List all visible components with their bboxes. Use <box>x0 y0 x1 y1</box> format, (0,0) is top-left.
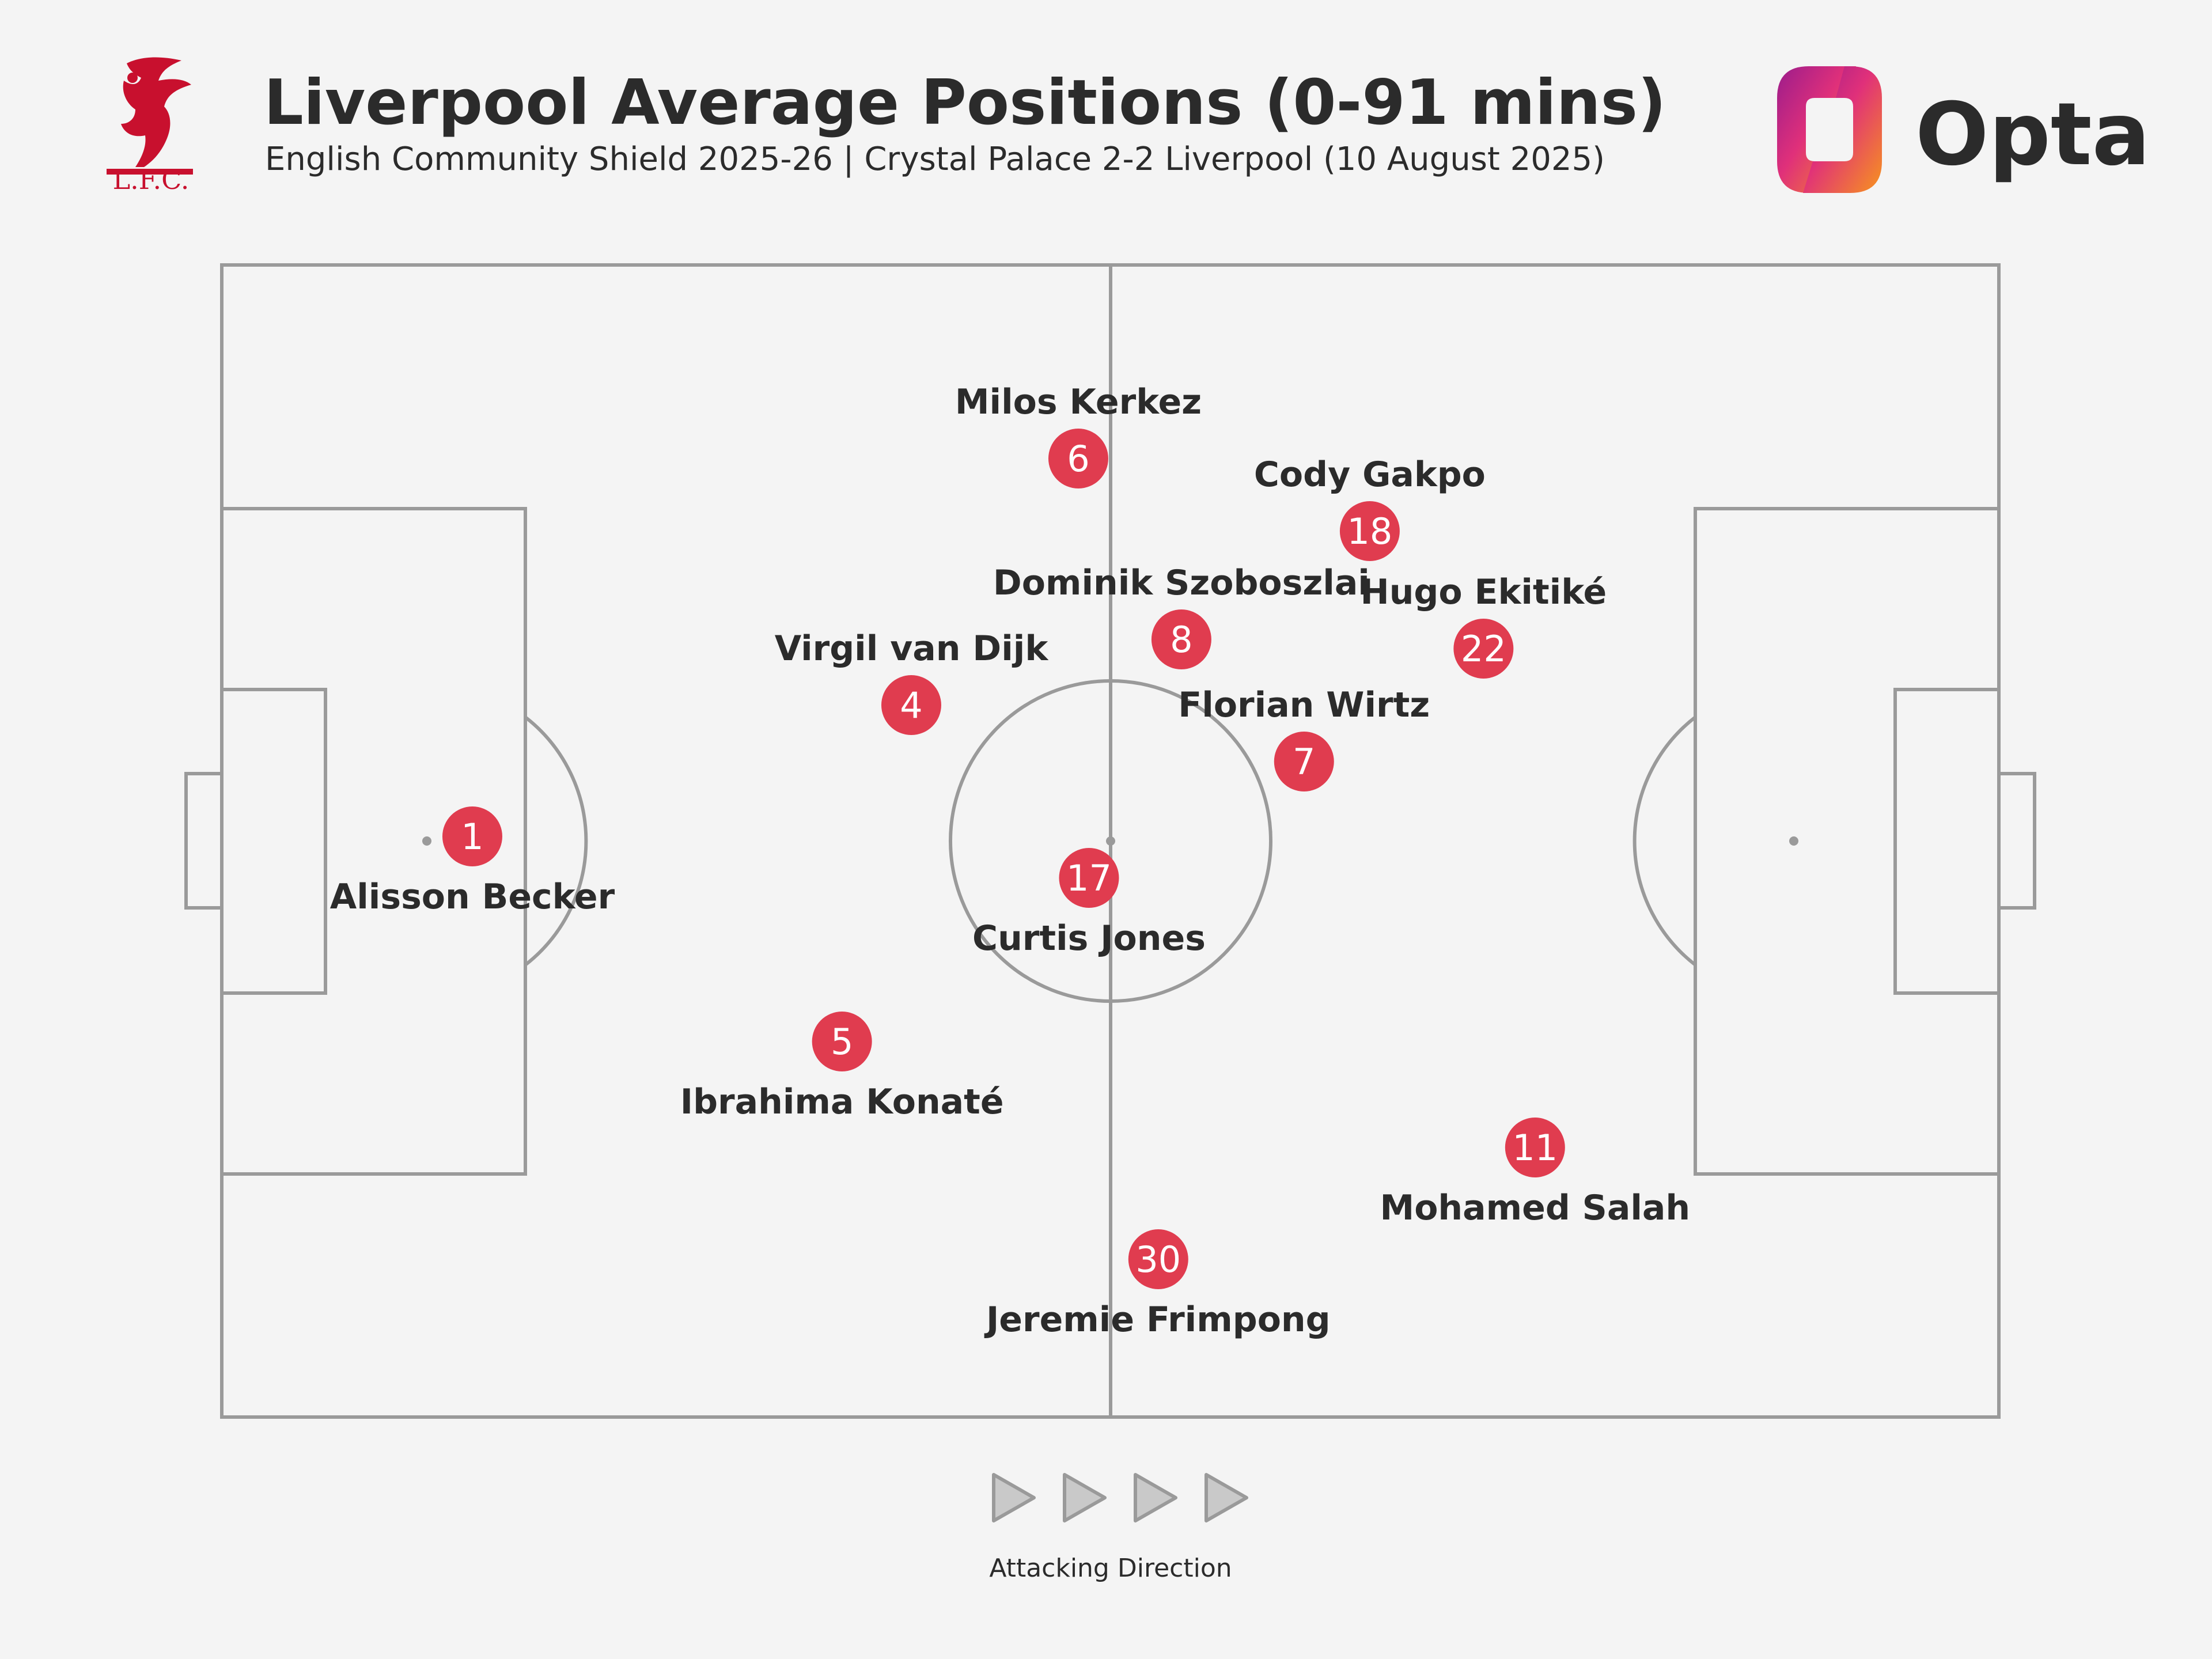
player-marker: 5 Ibrahima Konaté <box>680 1012 1004 1122</box>
player-number: 17 <box>1066 857 1112 899</box>
lfc-badge-text: L.F.C. <box>113 164 190 195</box>
direction-arrow-icon <box>1205 1473 1248 1522</box>
liver-bird-icon <box>107 57 193 175</box>
player-marker: 30 Jeremie Frimpong <box>984 1229 1331 1340</box>
player-name-label: Dominik Szoboszlai <box>993 563 1370 603</box>
player-dot <box>1059 848 1119 908</box>
player-marker: 8 Dominik Szoboszlai <box>993 563 1370 669</box>
attacking-direction-label: Attacking Direction <box>989 1554 1232 1583</box>
player-marker: 4 Virgil van Dijk <box>775 628 1050 735</box>
player-name-label: Florian Wirtz <box>1178 685 1430 725</box>
direction-arrow-icon <box>1134 1473 1177 1522</box>
player-number: 8 <box>1170 619 1192 661</box>
player-number: 22 <box>1461 628 1506 670</box>
player-dot <box>812 1012 872 1071</box>
player-marker: 6 Milos Kerkez <box>955 382 1202 488</box>
player-name-label: Alisson Becker <box>330 877 615 917</box>
left-six-yard-box <box>220 688 327 995</box>
player-dot <box>1128 1229 1188 1289</box>
player-name-label: Curtis Jones <box>972 918 1206 959</box>
left-goal <box>184 772 224 910</box>
right-six-yard-box <box>1893 688 2001 995</box>
player-name-label: Virgil van Dijk <box>775 628 1050 669</box>
player-number: 11 <box>1512 1127 1558 1169</box>
player-number: 7 <box>1293 741 1315 783</box>
player-number: 30 <box>1135 1238 1181 1281</box>
centre-circle <box>949 679 1272 1003</box>
football-pitch <box>184 263 2036 1419</box>
player-dot <box>1274 732 1334 791</box>
player-number: 4 <box>900 684 922 726</box>
direction-arrow-icon <box>1063 1473 1107 1522</box>
player-dot <box>1339 501 1400 561</box>
player-dot <box>442 806 502 866</box>
player-name-label: Ibrahima Konaté <box>680 1082 1004 1122</box>
right-penalty-area <box>1694 507 2001 1176</box>
opta-mark-icon <box>1777 66 1882 193</box>
player-dot <box>1453 619 1514 679</box>
player-marker: 17 Curtis Jones <box>972 848 1206 959</box>
player-dot <box>1151 609 1211 669</box>
player-name-label: Cody Gakpo <box>1254 454 1486 495</box>
player-dot <box>881 675 941 735</box>
player-name-label: Milos Kerkez <box>955 382 1202 422</box>
right-goal <box>1997 772 2036 910</box>
centre-spot <box>1106 836 1115 846</box>
player-marker: 1 Alisson Becker <box>330 806 615 917</box>
attacking-direction-indicator: Attacking Direction <box>989 1473 1248 1583</box>
page-title: Liverpool Average Positions (0-91 mins) <box>264 67 1666 139</box>
opta-wordmark: Opta <box>1915 85 2150 185</box>
player-number: 1 <box>461 816 483 858</box>
player-markers: 1 Alisson Becker 4 Virgil van Dijk 5 Ibrahima… <box>330 382 1690 1340</box>
player-name-label: Jeremie Frimpong <box>984 1300 1331 1340</box>
player-marker: 22 Hugo Ekitiké <box>1361 572 1607 679</box>
lfc-badge: L.F.C. <box>107 57 193 195</box>
opta-logo: Opta <box>1777 66 2150 193</box>
player-dot <box>1048 429 1108 488</box>
player-marker: 11 Mohamed Salah <box>1380 1118 1690 1228</box>
left-penalty-arc <box>524 715 588 967</box>
page-subtitle: English Community Shield 2025-26 | Cryst… <box>265 141 1605 178</box>
player-number: 5 <box>831 1021 853 1063</box>
direction-arrow-icon <box>992 1473 1036 1522</box>
player-name-label: Hugo Ekitiké <box>1361 572 1607 612</box>
player-marker: 18 Cody Gakpo <box>1254 454 1486 561</box>
player-dot <box>1505 1118 1565 1177</box>
left-penalty-spot <box>422 836 431 846</box>
right-penalty-arc <box>1633 715 1696 967</box>
player-name-label: Mohamed Salah <box>1380 1188 1690 1228</box>
player-number: 18 <box>1347 510 1392 552</box>
player-marker: 7 Florian Wirtz <box>1178 685 1430 791</box>
right-penalty-spot <box>1789 836 1798 846</box>
player-number: 6 <box>1067 438 1089 480</box>
